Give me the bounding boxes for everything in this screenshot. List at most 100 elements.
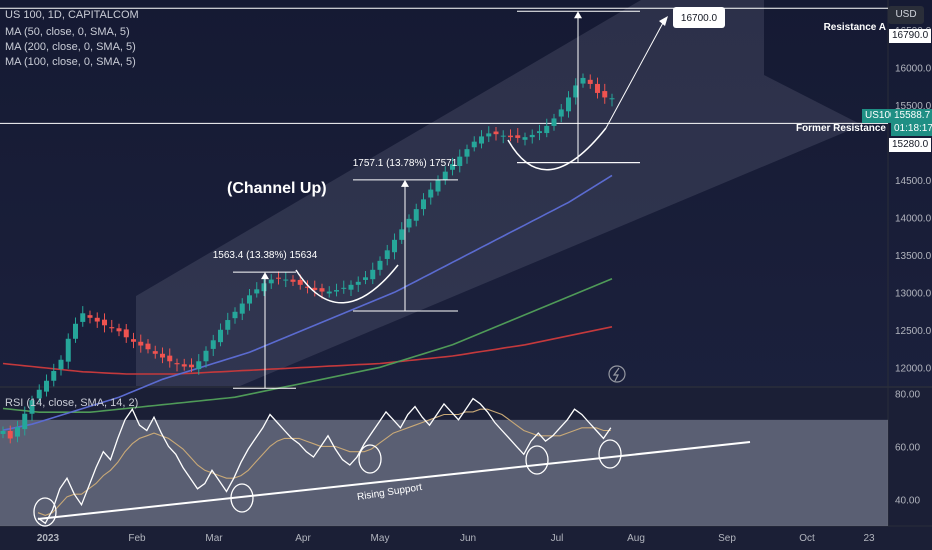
candle-body (493, 131, 499, 135)
candle-body (326, 291, 332, 294)
candle-body (36, 389, 42, 399)
candle-body (94, 317, 100, 322)
price-tick: 16000.0 (895, 63, 932, 74)
ma100-legend: MA (100, close, 0, SMA, 5) (5, 56, 136, 68)
rsi-band (0, 419, 888, 526)
candle-body (471, 141, 477, 148)
candle-body (428, 189, 434, 198)
price-tick: 12500.0 (895, 326, 932, 337)
candle-body (566, 97, 571, 112)
candle-body (174, 363, 180, 365)
candle-body (181, 364, 187, 367)
target-callout-label: 16700.0 (681, 13, 718, 24)
candle-body (305, 286, 310, 288)
ma50-legend: MA (50, close, 0, SMA, 5) (5, 26, 130, 38)
cup-curve-2 (507, 127, 607, 171)
time-tick: May (371, 533, 390, 544)
rsi-tick: 80.00 (895, 389, 920, 400)
candle-body (377, 260, 383, 270)
countdown-tag: 01:18:17 (891, 122, 932, 136)
projection-arrow-line (605, 20, 665, 129)
symbol-legend: US 100, 1D, CAPITALCOM (5, 9, 139, 21)
candle-body (392, 239, 397, 253)
time-tick: Aug (627, 533, 645, 544)
measure-3-arrow-head (574, 11, 582, 19)
candle-body (486, 133, 492, 137)
price-tick: 14500.0 (895, 176, 932, 187)
ma200-legend: MA (200, close, 0, SMA, 5) (5, 41, 136, 53)
candle-body (609, 98, 615, 100)
candle-body (363, 277, 368, 280)
flash-icon (608, 365, 626, 383)
candle-body (355, 281, 361, 285)
candle-body (196, 361, 202, 370)
candle-body (261, 283, 267, 292)
price-tick: 12000.0 (895, 363, 932, 374)
currency-badge[interactable]: USD (888, 6, 924, 24)
candle-body (348, 284, 354, 290)
time-tick: Oct (799, 533, 815, 544)
projection-arrow-head (659, 15, 668, 26)
candle-body (138, 341, 144, 346)
time-tick: Jun (460, 533, 476, 544)
time-tick: Mar (205, 533, 223, 544)
rsi-line (37, 397, 612, 525)
candle-body (283, 279, 289, 281)
rsi-tick: 40.00 (895, 495, 920, 506)
candle-body (22, 413, 28, 430)
candle-body (551, 118, 557, 126)
rising-support-line (37, 441, 751, 520)
time-tick: Feb (128, 533, 146, 544)
candle-body (558, 109, 564, 117)
candle-body (587, 79, 593, 84)
target-callout (673, 7, 725, 28)
candle-body (319, 288, 325, 292)
channel-up-polygon (136, 0, 862, 386)
candle-body (276, 277, 281, 279)
symbol-price-tag: US100 (862, 109, 899, 123)
candle-body (225, 320, 231, 330)
candle-body (7, 430, 13, 439)
candle-body (500, 135, 506, 137)
candle-body (254, 289, 260, 294)
candle-body (479, 136, 484, 144)
resistance-a-label: Resistance A (824, 22, 886, 33)
measure-2-label: 1757.1 (13.78%) 17571 (353, 158, 458, 169)
candle-body (421, 199, 426, 210)
candle-body (247, 295, 252, 304)
flash-icon-bolt (612, 367, 620, 382)
candle-body (384, 250, 390, 259)
candle-body (602, 91, 608, 98)
rsi-legend: RSI (14, close, SMA, 14, 2) (5, 397, 139, 409)
candle-body (580, 77, 586, 84)
candle-body (123, 329, 129, 338)
candle-body (131, 339, 136, 342)
candle-body (435, 179, 441, 192)
time-tick: 23 (863, 533, 875, 544)
channel-up-label: (Channel Up) (227, 180, 327, 197)
candle-body (312, 287, 318, 291)
time-tick: Apr (295, 533, 311, 544)
candle-body (515, 135, 521, 138)
candle-body (334, 290, 339, 292)
price-tick: 14000.0 (895, 213, 932, 224)
candle-body (573, 85, 579, 98)
candle-body (80, 313, 86, 322)
candle-body (297, 279, 303, 285)
rsi-ma-line (37, 408, 611, 516)
former-resistance-label: Former Resistance (796, 123, 886, 134)
ma50-line (2, 174, 613, 431)
candle-body (203, 350, 209, 362)
candle-body (457, 156, 463, 167)
candle-body (450, 164, 455, 170)
rsi-support-touch-circle (525, 445, 549, 475)
measure-1-arrow-head (261, 272, 269, 280)
rsi-tick: 60.00 (895, 442, 920, 453)
resistance-a-price-tag: 16790.0 (889, 29, 932, 43)
time-tick: 2023 (37, 533, 60, 544)
rsi-support-touch-circle (230, 483, 254, 513)
candle-body (87, 315, 93, 318)
candle-body (145, 343, 151, 350)
